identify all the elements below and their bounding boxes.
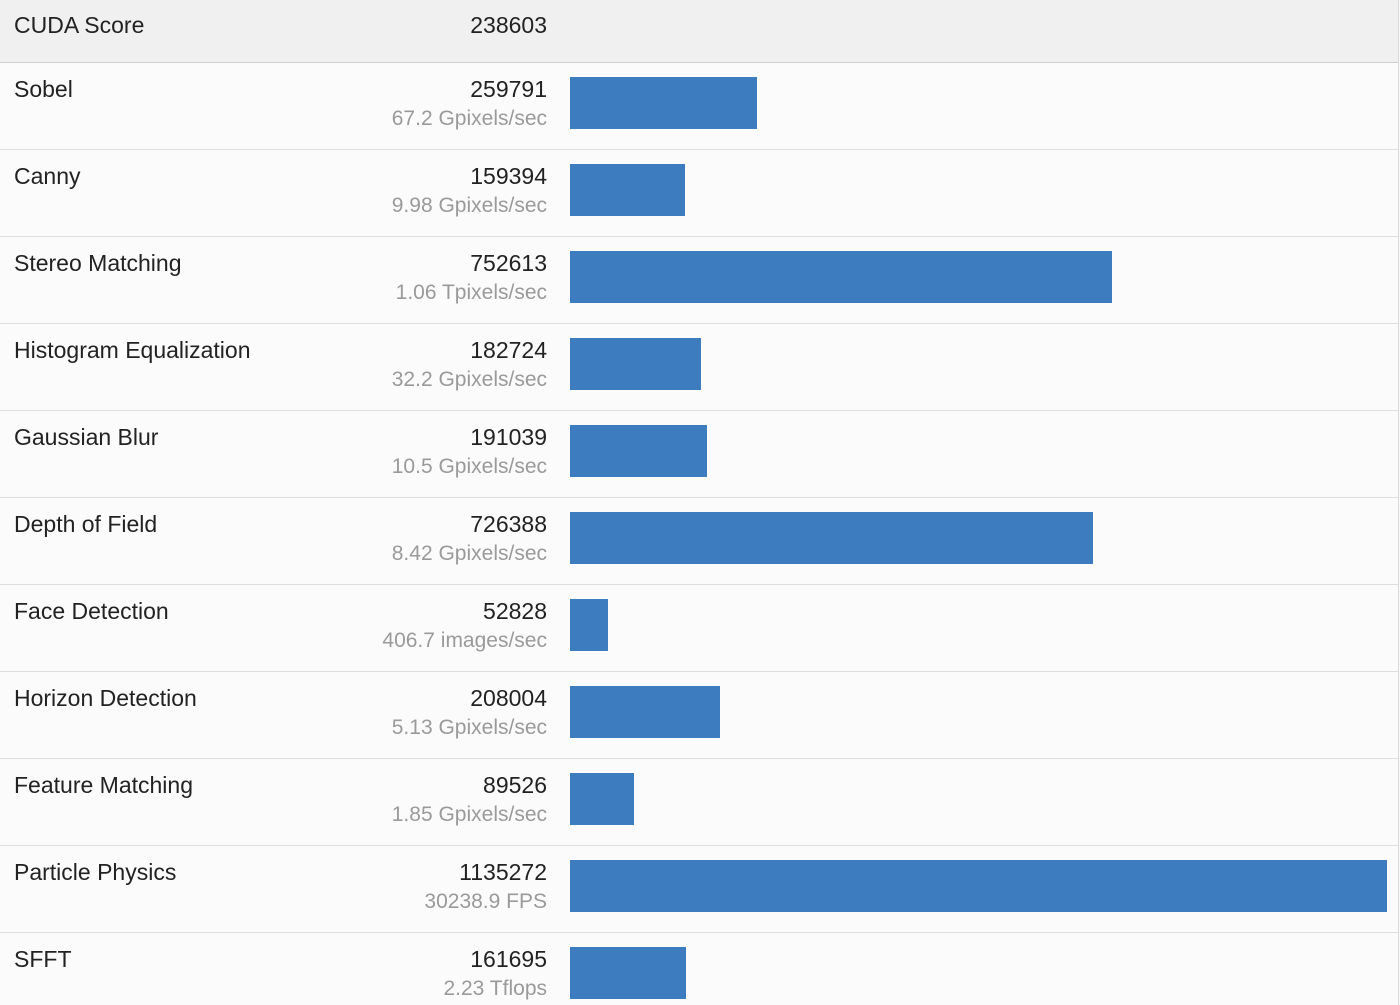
benchmark-row: Canny 159394 9.98 Gpixels/sec: [0, 150, 1398, 237]
benchmark-name: Gaussian Blur: [14, 424, 159, 450]
benchmark-name: Histogram Equalization: [14, 337, 251, 363]
benchmark-row: SFFT 161695 2.23 Tflops: [0, 933, 1398, 1005]
benchmark-name: Particle Physics: [14, 859, 177, 885]
cuda-score-row: CUDA Score 238603: [0, 0, 1398, 63]
benchmark-row: Depth of Field 726388 8.42 Gpixels/sec: [0, 498, 1398, 585]
benchmark-rows: Sobel 259791 67.2 Gpixels/sec Canny 159394 9.…: [0, 63, 1398, 1005]
benchmark-rate: 10.5 Gpixels/sec: [391, 455, 547, 478]
benchmark-bar: [570, 251, 1112, 303]
benchmark-score: 52828: [483, 598, 547, 624]
cuda-score-value: 238603: [470, 12, 547, 38]
benchmark-rate: 1.85 Gpixels/sec: [391, 803, 547, 826]
benchmark-row: Sobel 259791 67.2 Gpixels/sec: [0, 63, 1398, 150]
benchmark-rate: 1.06 Tpixels/sec: [395, 281, 547, 304]
benchmark-rate: 67.2 Gpixels/sec: [391, 107, 547, 130]
benchmark-bar: [570, 599, 608, 651]
benchmark-row: Gaussian Blur 191039 10.5 Gpixels/sec: [0, 411, 1398, 498]
benchmark-row: Feature Matching 89526 1.85 Gpixels/sec: [0, 759, 1398, 846]
benchmark-score: 161695: [470, 946, 547, 972]
benchmark-name: Face Detection: [14, 598, 169, 624]
benchmark-name: Sobel: [14, 76, 73, 102]
benchmark-name: Canny: [14, 163, 81, 189]
benchmark-score: 182724: [470, 337, 547, 363]
benchmark-name: Stereo Matching: [14, 250, 182, 276]
benchmark-name: Feature Matching: [14, 772, 193, 798]
benchmark-rate: 406.7 images/sec: [382, 629, 547, 652]
benchmark-row: Particle Physics 1135272 30238.9 FPS: [0, 846, 1398, 933]
benchmark-name: Horizon Detection: [14, 685, 197, 711]
benchmark-bar: [570, 425, 707, 477]
benchmark-row: Face Detection 52828 406.7 images/sec: [0, 585, 1398, 672]
benchmark-rate: 30238.9 FPS: [424, 890, 547, 913]
benchmark-row: Stereo Matching 752613 1.06 Tpixels/sec: [0, 237, 1398, 324]
benchmark-bar: [570, 164, 685, 216]
benchmark-score: 159394: [470, 163, 547, 189]
benchmark-score: 191039: [470, 424, 547, 450]
benchmark-bar: [570, 512, 1093, 564]
benchmark-row: Histogram Equalization 182724 32.2 Gpixels…: [0, 324, 1398, 411]
benchmark-rate: 32.2 Gpixels/sec: [391, 368, 547, 391]
benchmark-score: 208004: [470, 685, 547, 711]
benchmark-score: 1135272: [459, 859, 547, 885]
benchmark-name: SFFT: [14, 946, 72, 972]
benchmark-score: 726388: [470, 511, 547, 537]
benchmark-row: Horizon Detection 208004 5.13 Gpixels/sec: [0, 672, 1398, 759]
benchmark-bar: [570, 77, 757, 129]
benchmark-rate: 2.23 Tflops: [443, 977, 547, 1000]
benchmark-rate: 5.13 Gpixels/sec: [391, 716, 547, 739]
benchmark-bar: [570, 686, 720, 738]
benchmark-score: 752613: [470, 250, 547, 276]
benchmark-bar: [570, 947, 686, 999]
benchmark-bar: [570, 773, 634, 825]
benchmark-rate: 9.98 Gpixels/sec: [391, 194, 547, 217]
benchmark-rate: 8.42 Gpixels/sec: [391, 542, 547, 565]
benchmark-score: 89526: [483, 772, 547, 798]
benchmark-name: Depth of Field: [14, 511, 158, 537]
benchmark-bar: [570, 338, 701, 390]
cuda-score-label: CUDA Score: [14, 12, 145, 38]
benchmark-score: 259791: [470, 76, 547, 102]
benchmark-bar: [570, 860, 1387, 912]
